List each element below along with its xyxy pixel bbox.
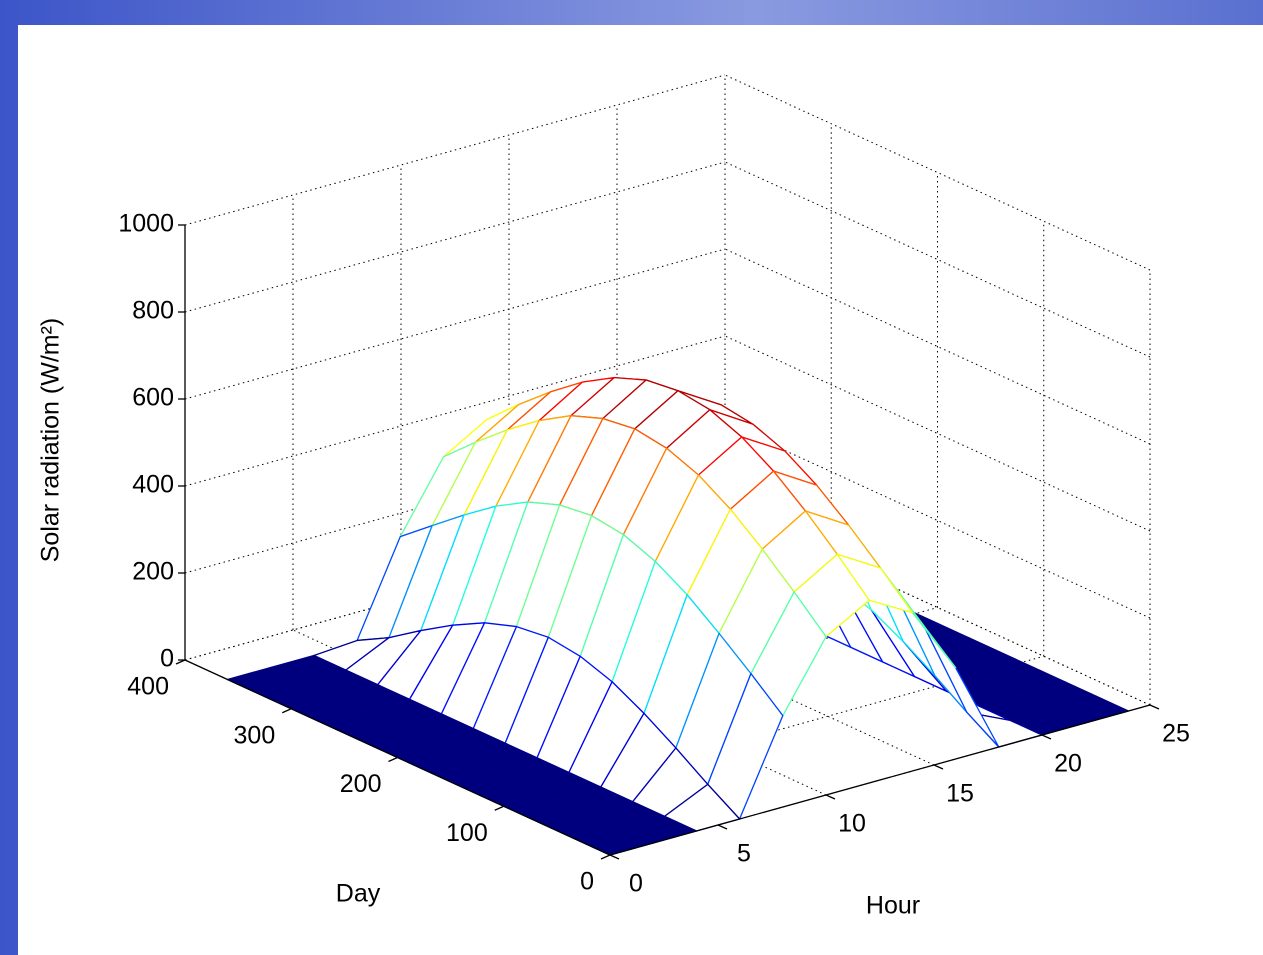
- z-tick-label: 400: [132, 471, 174, 499]
- y-tick: [600, 854, 611, 860]
- x-tick-label: 5: [737, 840, 751, 868]
- z-tick-label: 800: [132, 297, 174, 325]
- front-layer: 0 5 10 15 20 25 0 100 200 300 400: [127, 659, 1190, 898]
- y-tick-label: 0: [580, 868, 594, 896]
- x-tick-label: 10: [838, 810, 866, 838]
- y-tick: [494, 805, 505, 811]
- x-tick-label: 20: [1054, 750, 1082, 778]
- z-tick-label: 1000: [118, 210, 174, 238]
- x-tick: [609, 854, 620, 860]
- x-tick: [1041, 734, 1052, 740]
- z-tick-label: 0: [160, 645, 174, 673]
- x-axis-label: Hour: [866, 892, 920, 920]
- y-tick-label: 200: [340, 770, 382, 798]
- x-tick-label: 25: [1162, 720, 1190, 748]
- z-tick-label: 200: [132, 558, 174, 586]
- x-axis-line: [609, 704, 1151, 856]
- y-tick-label: 100: [446, 819, 488, 847]
- z-tick-label: 600: [132, 384, 174, 412]
- x-tick-label: 15: [946, 780, 974, 808]
- x-tick-label: 0: [629, 870, 643, 898]
- grid-line: [184, 161, 726, 313]
- y-tick: [388, 756, 398, 763]
- grid-line: [184, 248, 726, 400]
- y-tick-label: 400: [127, 673, 169, 701]
- surface: [226, 376, 1130, 856]
- x-tick: [825, 794, 836, 800]
- y-tick-label: 300: [234, 721, 276, 749]
- grid-line: [184, 335, 726, 487]
- x-tick: [933, 764, 944, 770]
- y-tick: [175, 659, 186, 665]
- x-tick: [717, 824, 728, 830]
- y-axis-label: Day: [336, 880, 381, 908]
- y-tick: [281, 708, 292, 714]
- z-axis-label: Solar radiation (W/m²): [37, 318, 65, 563]
- grid-line: [184, 74, 726, 226]
- x-tick: [1149, 704, 1160, 710]
